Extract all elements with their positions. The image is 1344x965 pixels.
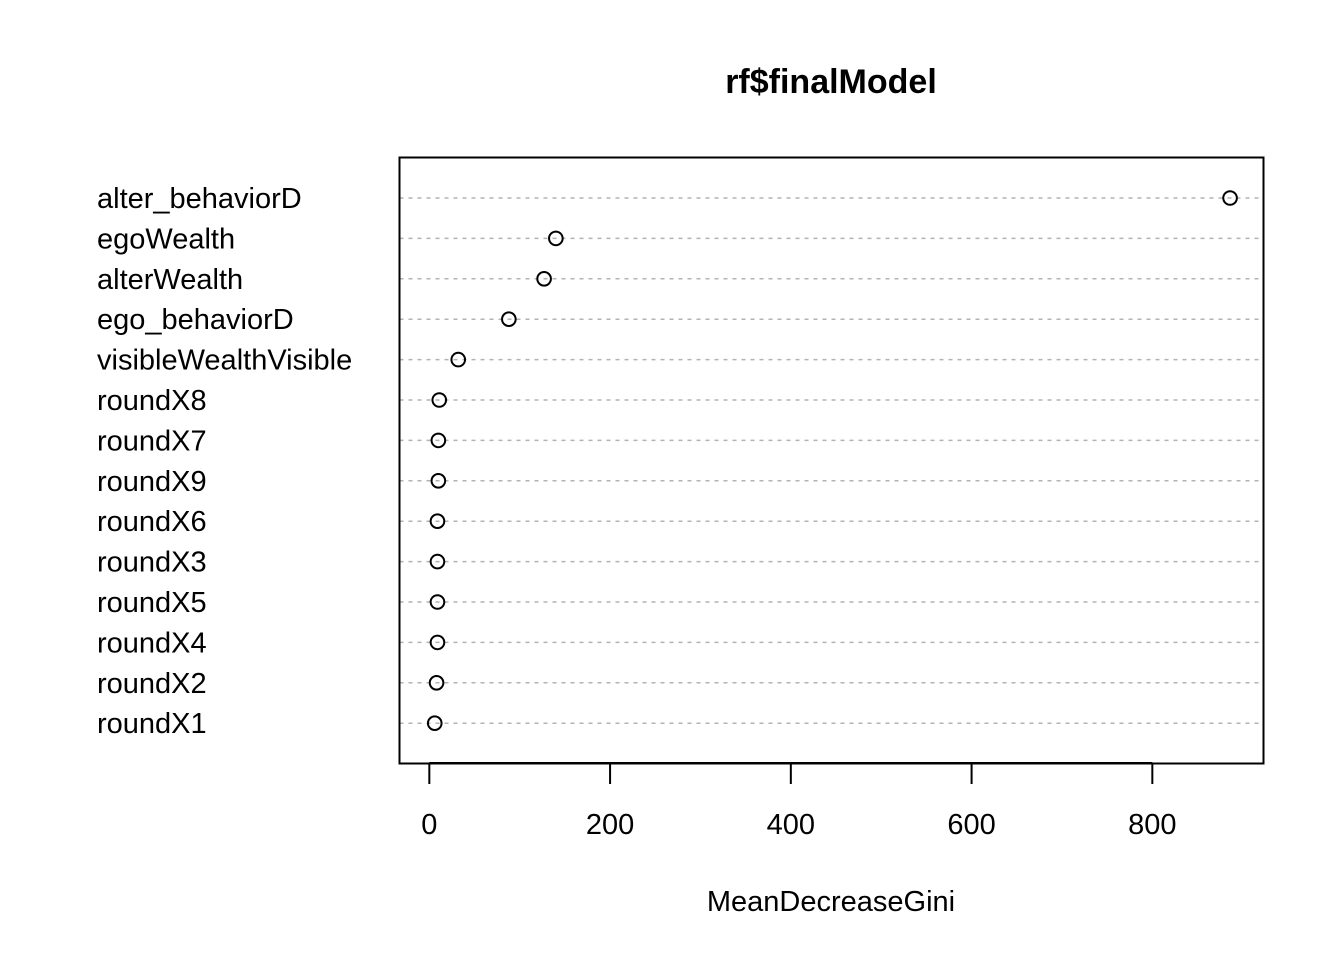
category-label: roundX7 bbox=[97, 425, 207, 457]
chart-title: rf$finalModel bbox=[725, 63, 937, 101]
data-point bbox=[429, 553, 446, 570]
data-point bbox=[428, 675, 445, 691]
x-tick-label: 400 bbox=[767, 809, 815, 841]
data-point bbox=[430, 473, 447, 489]
x-tick-label: 0 bbox=[421, 809, 437, 841]
category-label: alterWealth bbox=[97, 264, 243, 296]
category-label: roundX1 bbox=[97, 708, 207, 740]
data-point bbox=[429, 594, 446, 610]
x-axis: 0 200 400 600 800 bbox=[421, 762, 1177, 841]
x-tick-label: 200 bbox=[586, 809, 634, 841]
grid-lines bbox=[399, 197, 1260, 724]
category-label: roundX3 bbox=[97, 547, 207, 579]
data-point bbox=[450, 351, 467, 368]
x-tick-label: 600 bbox=[947, 809, 995, 841]
category-label: roundX5 bbox=[97, 587, 207, 619]
category-label: alter_behaviorD bbox=[97, 183, 302, 215]
data-point bbox=[429, 513, 446, 530]
x-tick-label: 800 bbox=[1128, 809, 1176, 841]
data-point bbox=[426, 715, 443, 732]
category-label: roundX2 bbox=[97, 668, 207, 700]
x-axis-label: MeanDecreaseGini bbox=[707, 886, 955, 918]
data-point bbox=[431, 392, 448, 408]
category-label: roundX9 bbox=[97, 466, 207, 498]
plot-frame bbox=[398, 156, 1265, 765]
data-point bbox=[501, 311, 517, 328]
data-points bbox=[426, 190, 1238, 732]
category-label: roundX6 bbox=[97, 506, 207, 538]
category-label: egoWealth bbox=[97, 223, 235, 255]
category-label: roundX4 bbox=[97, 627, 207, 659]
data-point bbox=[536, 271, 552, 287]
data-point bbox=[548, 230, 564, 247]
category-label: ego_behaviorD bbox=[97, 304, 294, 336]
category-label: roundX8 bbox=[97, 385, 207, 417]
category-labels: alter_behaviorD egoWealth alterWealth ego_b… bbox=[97, 183, 352, 740]
data-point bbox=[430, 432, 447, 449]
data-point bbox=[1222, 190, 1238, 206]
data-point bbox=[429, 634, 446, 651]
category-label: visibleWealthVisible bbox=[97, 345, 352, 377]
